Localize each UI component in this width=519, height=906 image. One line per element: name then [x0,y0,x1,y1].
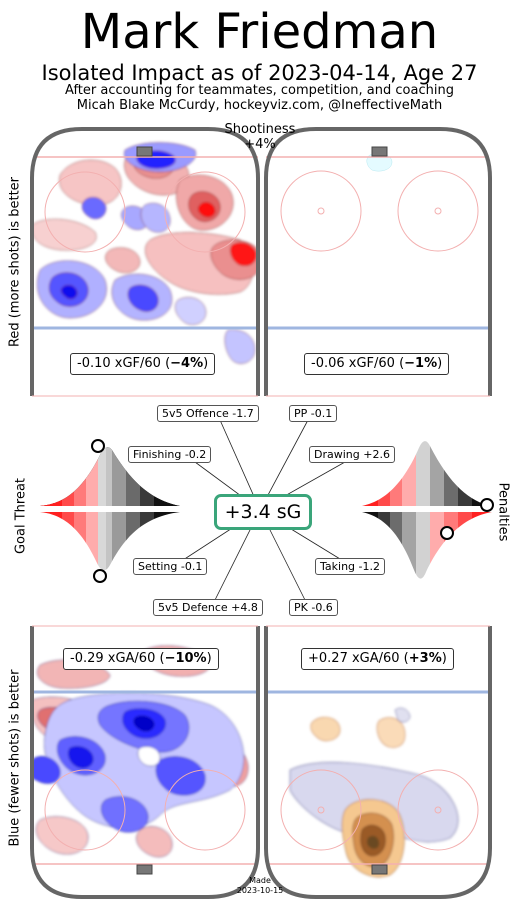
defence-pk-heatmap [266,690,490,878]
component-drawing: Drawing +2.6 [309,446,395,463]
rink-board-offence-right [264,127,492,396]
defence-5v5-rate-box: -0.29 xGA/60 (−10%) [63,648,219,670]
goal-net [371,864,388,875]
component-pk: PK -0.6 [289,599,338,616]
penalties-label: Penalties [495,482,511,542]
faceoff-circle [164,171,246,253]
defence-pk-rate-box: +0.27 xGA/60 (+3%) [301,648,454,670]
offence-pp-heatmap [266,146,490,330]
goal-net [136,864,153,875]
component-pp: PP -0.1 [289,405,338,422]
offence-rinks [30,127,492,397]
drawing-marker [480,498,494,512]
faceoff-circle [397,170,479,252]
goal-threat-label: Goal Threat [13,477,29,555]
offence-5v5-heatmap [32,142,258,364]
faceoff-circle [44,769,126,851]
component-offence-5v5: 5v5 Offence -1.7 [157,405,259,422]
component-defence-5v5: 5v5 Defence +4.8 [153,599,263,616]
total-sg-badge: +3.4 sG [214,494,312,530]
taking-marker [440,526,454,540]
rink-board-defence-right [264,626,492,899]
faceoff-circle [164,769,246,851]
goal-net [136,146,153,157]
made-date: 2023-10-15 [236,886,284,895]
rink-board-offence-left [30,127,260,396]
component-setting: Setting -0.1 [133,558,208,575]
offence-5v5-rate-box: -0.10 xGF/60 (−4%) [70,353,216,375]
faceoff-circle [397,769,479,851]
offence-axis-label: Red (more shots) is better [7,176,23,348]
defence-rinks [30,625,492,899]
rink-board-defence-left [30,626,260,899]
method-note: After accounting for teammates, competit… [65,83,454,98]
page-subtitle: Isolated Impact as of 2023-04-14, Age 27 [41,61,478,85]
finishing-marker [91,439,105,453]
faceoff-circle [280,769,362,851]
setting-marker [93,569,107,583]
shootiness-label: Shootiness [224,122,296,137]
page-title: Mark Friedman [80,4,439,60]
offence-pp-rate-box: -0.06 xGF/60 (−1%) [304,353,450,375]
goal-net [371,146,388,157]
shootiness-value: +4% [244,137,276,152]
component-finishing: Finishing -0.2 [128,446,212,463]
made-label: Made [249,876,271,885]
faceoff-circle [280,170,362,252]
component-taking: Taking -1.2 [315,558,385,575]
defence-axis-label: Blue (fewer shots) is better [7,669,23,847]
faceoff-circle [44,171,126,253]
defence-5v5-heatmap [32,645,258,875]
credit-note: Micah Blake McCurdy, hockeyviz.com, @Ine… [76,98,443,113]
